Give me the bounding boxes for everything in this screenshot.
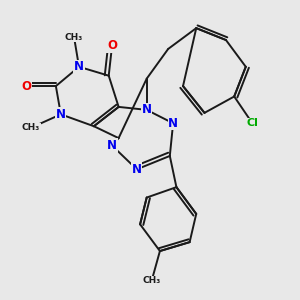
Text: O: O — [21, 80, 31, 93]
Text: N: N — [74, 60, 84, 73]
Text: CH₃: CH₃ — [142, 276, 161, 285]
Text: Cl: Cl — [246, 118, 258, 128]
Text: CH₃: CH₃ — [22, 123, 40, 132]
Text: N: N — [107, 139, 117, 152]
Text: N: N — [132, 163, 142, 176]
Text: N: N — [142, 103, 152, 116]
Text: N: N — [56, 108, 66, 121]
Text: O: O — [107, 40, 117, 52]
Text: CH₃: CH₃ — [65, 33, 83, 42]
Text: N: N — [168, 117, 178, 130]
